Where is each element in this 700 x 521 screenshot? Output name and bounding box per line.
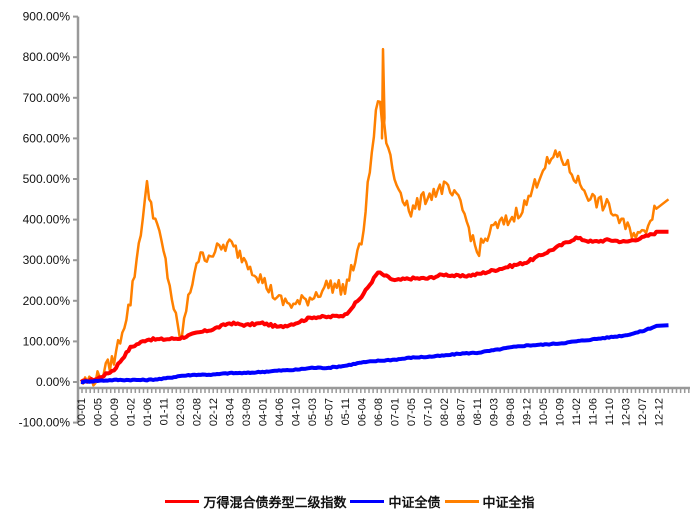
y-tick-label: 600.00% — [23, 131, 71, 145]
x-tick-label: 05-11 — [340, 398, 352, 425]
y-tick-label: 900.00% — [23, 10, 71, 24]
x-tick-label: 03-04 — [225, 398, 237, 426]
x-tick-label: 11-06 — [588, 398, 600, 425]
series-line — [80, 323, 669, 385]
y-tick-label: 100.00% — [23, 334, 71, 348]
x-axis: 00-01 00-05 00-09 01-02 01-06 01-11 02-03 02-08… — [76, 386, 690, 426]
x-tick-label: 00-01 — [76, 398, 88, 426]
y-tick-label: 200.00% — [23, 294, 71, 308]
x-tick-label: 12-12 — [654, 398, 666, 426]
x-tick-label: 12-07 — [637, 398, 649, 426]
x-tick-label: 00-05 — [93, 398, 105, 426]
x-tick-label: 07-10 — [423, 398, 435, 426]
legend-label: 中证全债 — [388, 496, 441, 511]
y-axis: -100.00% 0.00% 100.00% 200.00% 300.00% 400.00… — [19, 10, 80, 430]
legend-swatch-red — [165, 500, 200, 503]
x-tick-label: 11-02 — [571, 398, 583, 425]
x-tick-label: 01-11 — [159, 398, 171, 425]
x-tick-label: 08-07 — [456, 398, 468, 426]
x-tick-label: 10-09 — [555, 398, 567, 426]
x-tick-label: 03-09 — [241, 398, 253, 426]
series-line — [79, 229, 669, 384]
y-tick-label: 300.00% — [23, 253, 71, 267]
x-tick-label: 05-03 — [307, 398, 319, 426]
legend-item-csi-all: 中证全指 — [444, 492, 535, 511]
x-tick-label: 04-01 — [258, 398, 270, 426]
x-tick-label: 07-05 — [406, 398, 418, 426]
y-tick-label: 400.00% — [23, 213, 71, 227]
y-tick-label: 0.00% — [36, 375, 70, 389]
legend-item-csi-bond: 中证全债 — [350, 492, 441, 511]
y-tick-label: 700.00% — [23, 91, 71, 105]
x-tick-label: 01-02 — [126, 398, 138, 426]
legend: 万得混合债券型二级指数 中证全债 中证全指 — [0, 492, 700, 511]
x-tick-label: 10-05 — [538, 398, 550, 426]
x-tick-label: 02-12 — [208, 398, 220, 426]
x-tick-label: 04-10 — [291, 398, 303, 426]
x-tick-label: 04-06 — [274, 398, 286, 426]
x-tick-label: 06-04 — [357, 398, 369, 426]
series-lines — [79, 47, 670, 387]
x-tick-label: 09-08 — [505, 398, 517, 426]
x-tick-label: 02-03 — [175, 398, 187, 426]
legend-swatch-orange — [444, 500, 479, 503]
x-tick-label: 00-09 — [109, 398, 121, 426]
x-tick-label: 01-06 — [142, 398, 154, 426]
legend-swatch-blue — [350, 500, 385, 503]
legend-label: 中证全指 — [482, 496, 535, 511]
x-tick-label: 02-08 — [192, 398, 204, 426]
series-line — [80, 47, 670, 387]
y-tick-label: 500.00% — [23, 172, 71, 186]
legend-item-wande: 万得混合债券型二级指数 — [165, 492, 346, 511]
x-tick-label: 07-01 — [390, 398, 402, 426]
line-chart: -100.00% 0.00% 100.00% 200.00% 300.00% 400.00… — [19, 10, 690, 430]
x-tick-label: 06-08 — [373, 398, 385, 426]
legend-label: 万得混合债券型二级指数 — [203, 496, 347, 511]
x-tick-label: 08-11 — [472, 398, 484, 425]
x-tick-label: 05-07 — [324, 398, 336, 426]
x-tick-label: 09-12 — [522, 398, 534, 426]
y-tick-label: -100.00% — [19, 416, 71, 430]
x-tick-label: 08-02 — [439, 398, 451, 426]
y-tick-label: 800.00% — [23, 50, 71, 64]
x-tick-label: 11-10 — [604, 398, 616, 425]
x-tick-label: 09-03 — [489, 398, 501, 426]
x-tick-label: 12-03 — [621, 398, 633, 426]
